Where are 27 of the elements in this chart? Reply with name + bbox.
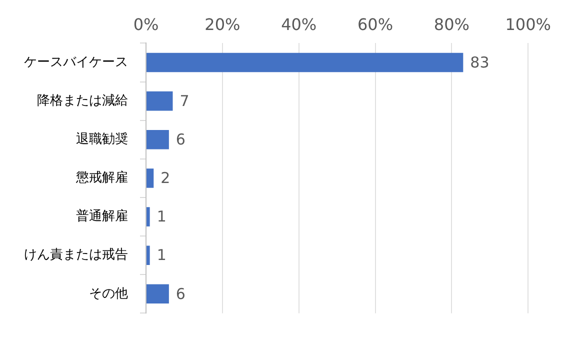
bar [146,207,150,226]
bar [146,168,154,188]
data-label: 7 [180,92,190,110]
x-tick-label: 40% [281,14,317,34]
x-tick-label: 80% [434,14,470,34]
data-label: 1 [156,208,166,226]
y-tick-label: ケースバイケース [24,54,128,70]
y-tick-label: 退職勧奨 [76,132,128,148]
x-tick-label: 60% [357,14,394,34]
bar [146,52,464,72]
y-tick-label: けん責または戒告 [24,248,128,263]
data-label: 83 [470,53,490,72]
bar [146,130,169,150]
data-label: 1 [156,246,166,264]
y-tick-label: 降格または減給 [37,93,128,108]
data-label: 6 [176,130,186,149]
x-tick-label: 20% [204,14,240,34]
data-label: 6 [176,284,186,303]
bar [146,284,169,304]
x-tick-label: 0% [133,14,159,34]
y-tick-label: 懲戒解雇 [75,170,128,186]
y-tick-label: その他 [89,286,128,302]
data-label: 2 [160,169,170,188]
bar [146,91,173,111]
x-tick-label: 100% [505,14,552,34]
bar [146,246,150,265]
y-tick-label: 普通解雇 [76,208,128,224]
